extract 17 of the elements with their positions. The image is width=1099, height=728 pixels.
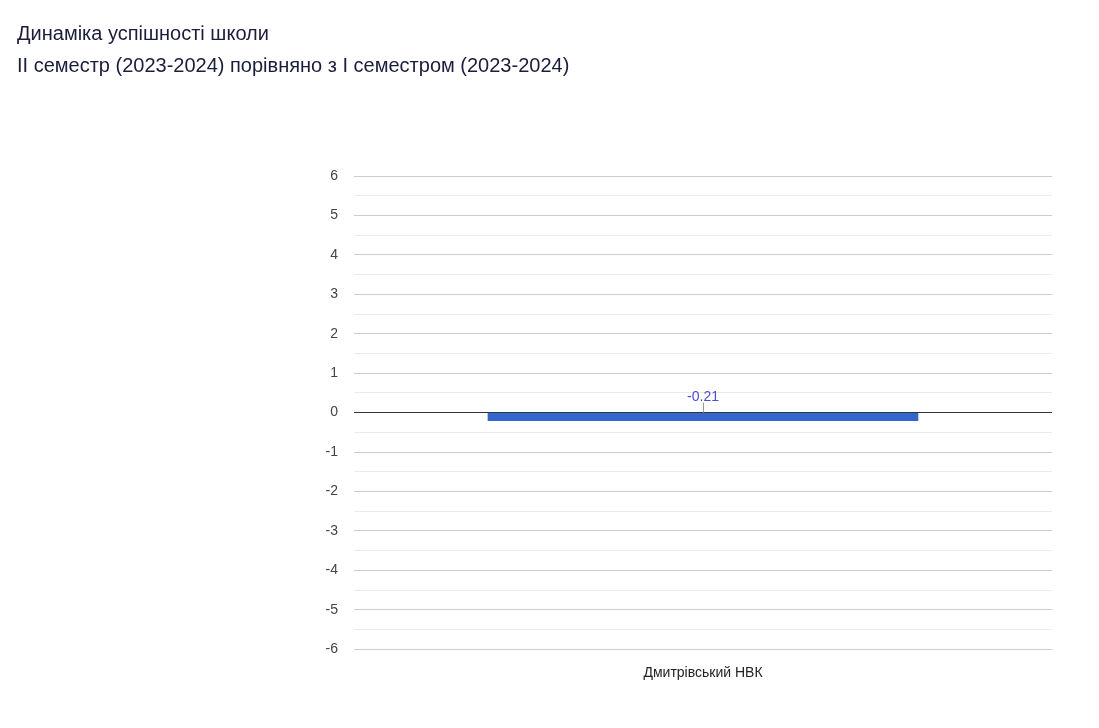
- y-tick-label: 4: [330, 245, 339, 262]
- chart-subtitle: ІІ семестр (2023-2024) порівняно з І семестром (2023-2024): [17, 53, 570, 78]
- y-tick-label: -2: [325, 482, 339, 499]
- y-tick-label: 5: [330, 206, 339, 223]
- y-tick-label: -1: [325, 442, 339, 459]
- y-tick-label: -6: [325, 640, 339, 657]
- y-tick-label: 3: [330, 285, 339, 302]
- text: Динаміка успішності школи: [17, 21, 270, 46]
- y-tick-label: -5: [325, 600, 339, 617]
- y-tick-label: 0: [330, 403, 339, 420]
- y-tick-label: 6: [330, 166, 339, 183]
- y-tick-label: 2: [330, 324, 339, 341]
- y-tick-label: -3: [325, 521, 339, 538]
- x-tick-label: Дмитрівський НВК: [643, 664, 764, 681]
- y-tick-label: 1: [330, 364, 339, 381]
- data-label: -0.21: [687, 387, 720, 404]
- y-tick-label: -4: [325, 561, 339, 578]
